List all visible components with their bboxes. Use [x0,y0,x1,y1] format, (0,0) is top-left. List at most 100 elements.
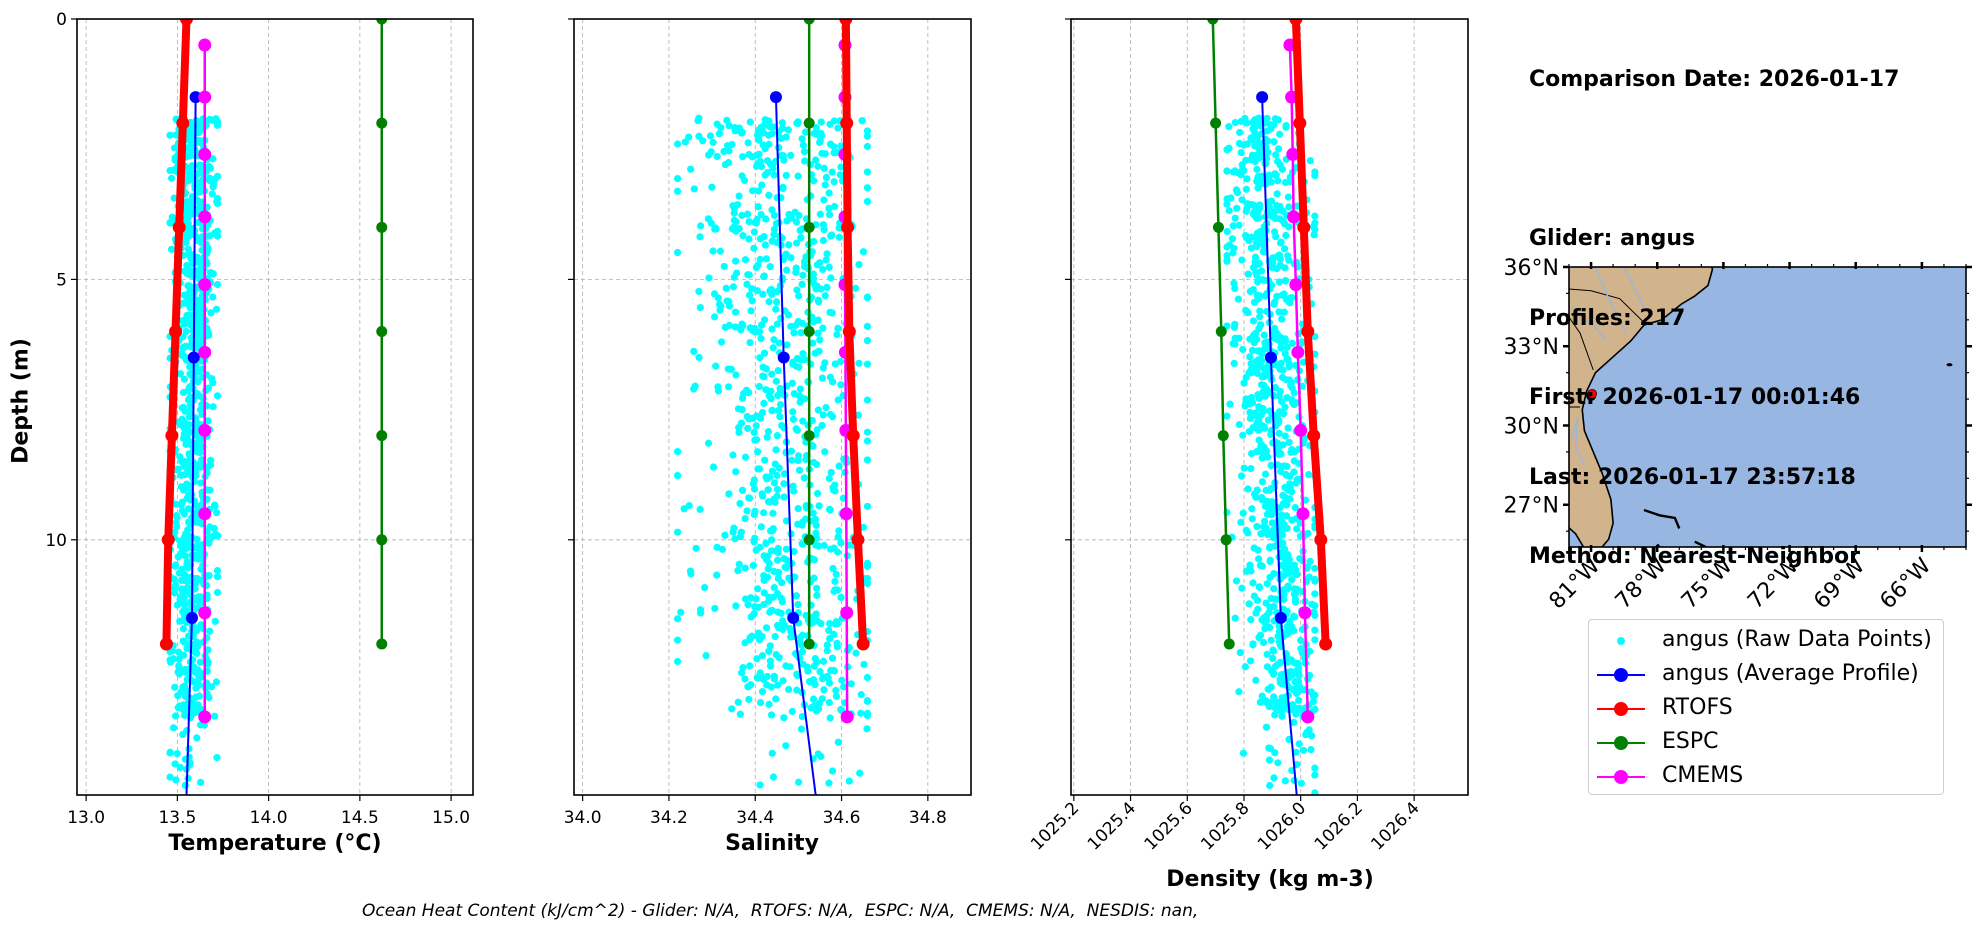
raw-point [784,126,792,134]
raw-point [176,763,184,772]
raw-point [1237,472,1246,480]
raw-point [1276,675,1284,684]
raw-point [1246,657,1255,665]
raw-point [1276,161,1284,169]
raw-point [1252,609,1260,617]
raw-point [777,594,785,602]
raw-point [757,210,765,219]
raw-point [825,626,833,635]
raw-point [189,272,197,280]
raw-point [1311,789,1319,795]
raw-point [1252,239,1260,247]
cmems-marker [839,507,853,521]
raw-point [780,493,788,501]
raw-point [1296,554,1304,563]
raw-point [799,350,807,358]
raw-point [759,492,767,500]
raw-point [686,567,695,575]
raw-point [1282,231,1290,240]
raw-point [677,608,685,616]
raw-point [1235,334,1243,342]
raw-point [732,602,740,610]
raw-point [1242,185,1250,193]
rtofs-marker [161,533,175,547]
raw-point [798,647,807,656]
raw-point [673,471,682,480]
raw-point [770,336,778,344]
raw-point [825,779,833,787]
raw-point [811,680,819,689]
raw-point [187,286,195,294]
raw-point [1275,363,1283,372]
raw-point [858,117,866,125]
raw-point [812,529,820,537]
raw-point [1281,178,1290,187]
raw-point [756,235,764,243]
raw-point [769,509,777,517]
raw-point [181,419,189,427]
raw-point [727,365,735,373]
rtofs-marker [851,533,865,547]
raw-point [176,599,184,607]
raw-point [795,466,804,474]
raw-point [765,298,773,306]
raw-point [1311,636,1319,644]
raw-point [1238,584,1246,592]
raw-point [697,222,705,230]
raw-point [815,502,823,510]
raw-point [799,518,807,526]
raw-point [1268,484,1276,492]
raw-point [691,382,699,390]
raw-point [1271,749,1279,757]
raw-point [832,692,841,700]
raw-point [185,301,194,309]
raw-point [715,130,723,138]
raw-point [1290,389,1298,397]
raw-point [778,421,786,430]
raw-point [180,291,188,299]
rtofs-marker [172,220,186,234]
raw-point [743,280,751,288]
info-panel: Comparison Date: 2026-01-17 Glider: angu… [1529,14,1899,597]
raw-point [1234,295,1242,303]
raw-point [834,738,842,746]
raw-point [1249,640,1257,648]
raw-point [773,471,781,480]
raw-point [803,663,811,671]
raw-point [179,637,187,645]
raw-point [863,697,872,705]
raw-point [738,128,746,136]
raw-point [768,325,776,333]
island [1643,508,1681,529]
raw-point [834,124,842,132]
raw-point [1274,759,1282,767]
raw-point [1265,203,1274,211]
raw-point [825,204,833,212]
cmems-marker [1301,710,1315,724]
raw-point [209,293,217,301]
raw-point [1226,400,1234,408]
raw-point [773,287,781,295]
raw-point [831,481,839,489]
espc-marker [376,117,388,129]
raw-point [785,210,793,219]
raw-point [187,205,195,213]
raw-point [1249,331,1258,339]
raw-point [1285,438,1293,446]
cmems-marker [840,606,854,620]
raw-point [808,416,816,425]
raw-point [768,749,776,757]
raw-point [773,432,781,440]
raw-point [1266,556,1274,564]
raw-point [1283,355,1291,363]
raw-point [750,244,758,252]
cmems-marker [198,278,212,292]
raw-point [1231,614,1239,622]
raw-point [810,177,818,185]
raw-point [1244,309,1252,317]
glider-line [774,97,817,795]
raw-point [1255,260,1263,268]
raw-point [1223,146,1231,154]
raw-point [796,398,804,406]
raw-point [1251,202,1259,210]
